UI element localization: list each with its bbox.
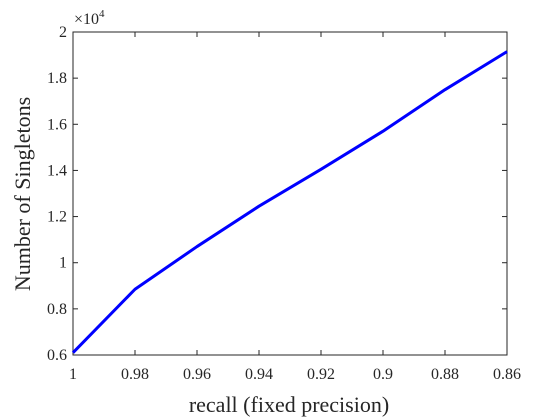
series-line: [71, 50, 508, 354]
y-tick-label: 2: [59, 24, 67, 41]
y-multiplier-exp: 4: [99, 8, 105, 20]
plot-area: [72, 31, 508, 356]
x-axis: 1 0.98 0.96 0.94 0.92 0.9 0.88 0.86: [69, 32, 521, 383]
axes-frame: [72, 31, 508, 356]
y-multiplier: ×104: [74, 8, 105, 28]
y-tick-label: 1.8: [47, 70, 67, 87]
x-tick-label: 0.86: [493, 366, 521, 383]
x-tick-label: 0.9: [373, 366, 393, 383]
y-tick-label: 1.2: [47, 209, 67, 226]
y-axis: 0.6 0.8 1 1.2 1.4 1.6 1.8 2: [47, 24, 507, 364]
x-tick-label: 0.98: [121, 366, 149, 383]
x-tick-label: 0.92: [307, 366, 335, 383]
x-tick-label: 0.96: [183, 366, 211, 383]
series-group: [71, 50, 508, 354]
y-tick-label: 1.6: [47, 116, 67, 133]
x-tick-label: 0.94: [245, 366, 273, 383]
x-tick-label: 0.88: [431, 366, 459, 383]
y-axis-label: Number of Singletons: [10, 97, 35, 291]
x-tick-label: 1: [69, 366, 77, 383]
y-tick-label: 0.8: [47, 301, 67, 318]
y-tick-label: 1.4: [47, 162, 67, 179]
y-multiplier-base: ×10: [74, 11, 99, 28]
x-axis-label: recall (fixed precision): [189, 392, 389, 417]
y-tick-label: 1: [59, 255, 67, 272]
y-tick-label: 0.6: [47, 347, 67, 364]
